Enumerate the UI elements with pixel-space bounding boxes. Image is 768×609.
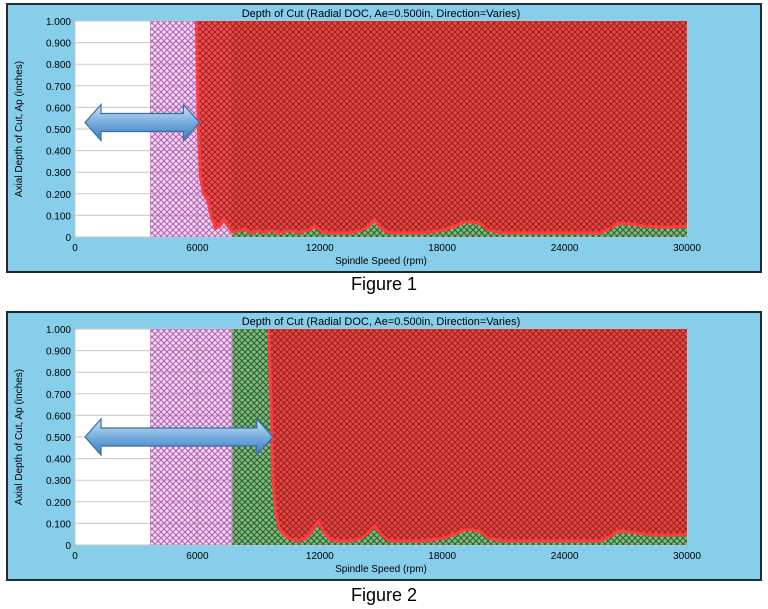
y-tick-label: 0.600: [46, 103, 71, 114]
y-axis-label: Axial Depth of Cut, Ap (inches): [14, 369, 25, 505]
x-axis-label: Spindle Speed (rpm): [335, 256, 427, 267]
y-tick-label: 0.800: [46, 368, 71, 379]
unstable-region: [268, 329, 687, 541]
chart-title: Depth of Cut (Radial DOC, Ae=0.500in, Di…: [242, 8, 521, 20]
plot-regions: [150, 329, 687, 545]
x-tick-label: 12000: [306, 243, 334, 254]
plot-regions: [150, 21, 687, 237]
stability-boundary-line: [194, 21, 687, 235]
y-tick-label: 0.300: [46, 476, 71, 487]
y-tick-label: 0.100: [46, 211, 71, 222]
double-arrow-icon: [84, 102, 201, 143]
y-tick-label: 0: [65, 541, 71, 552]
x-tick-label: 0: [72, 243, 78, 254]
chart-panel-2: Depth of Cut (Radial DOC, Ae=0.500in, Di…: [6, 311, 762, 581]
x-tick-label: 30000: [673, 243, 701, 254]
x-axis-label: Spindle Speed (rpm): [335, 564, 427, 575]
x-tick-label: 24000: [551, 551, 579, 562]
figure-caption-2: Figure 2: [350, 585, 418, 605]
y-tick-label: 0.500: [46, 125, 71, 136]
chart-1: Depth of Cut (Radial DOC, Ae=0.500in, Di…: [14, 8, 701, 267]
y-tick-label: 1.000: [46, 17, 71, 28]
y-tick-label: 0: [65, 233, 71, 244]
stability-boundary-line: [267, 329, 687, 543]
x-tick-label: 0: [72, 551, 78, 562]
y-tick-label: 0.200: [46, 498, 71, 509]
y-axis-label: Axial Depth of Cut, Ap (inches): [14, 61, 25, 197]
y-tick-label: 0.300: [46, 168, 71, 179]
y-tick-label: 0.700: [46, 82, 71, 93]
x-tick-label: 24000: [551, 243, 579, 254]
figure-caption-1: Figure 1: [350, 274, 418, 294]
y-tick-label: 0.600: [46, 411, 71, 422]
y-tick-label: 0.700: [46, 390, 71, 401]
x-tick-label: 18000: [428, 243, 456, 254]
y-tick-label: 0.200: [46, 190, 71, 201]
chart-2: Depth of Cut (Radial DOC, Ae=0.500in, Di…: [14, 316, 701, 575]
y-tick-label: 1.000: [46, 325, 71, 336]
x-tick-label: 30000: [673, 551, 701, 562]
double-arrow-icon: [84, 417, 274, 457]
y-tick-label: 0.400: [46, 147, 71, 158]
y-tick-label: 0.800: [46, 60, 71, 71]
x-tick-label: 12000: [306, 551, 334, 562]
x-tick-label: 18000: [428, 551, 456, 562]
chart-panel-1: Depth of Cut (Radial DOC, Ae=0.500in, Di…: [6, 3, 762, 273]
x-tick-label: 6000: [186, 243, 209, 254]
y-tick-label: 0.500: [46, 433, 71, 444]
unstable-region: [196, 21, 687, 233]
y-tick-label: 0.900: [46, 347, 71, 358]
x-tick-label: 6000: [186, 551, 209, 562]
chart-title: Depth of Cut (Radial DOC, Ae=0.500in, Di…: [242, 316, 521, 328]
y-tick-label: 0.400: [46, 455, 71, 466]
y-tick-label: 0.900: [46, 39, 71, 50]
y-tick-label: 0.100: [46, 519, 71, 530]
